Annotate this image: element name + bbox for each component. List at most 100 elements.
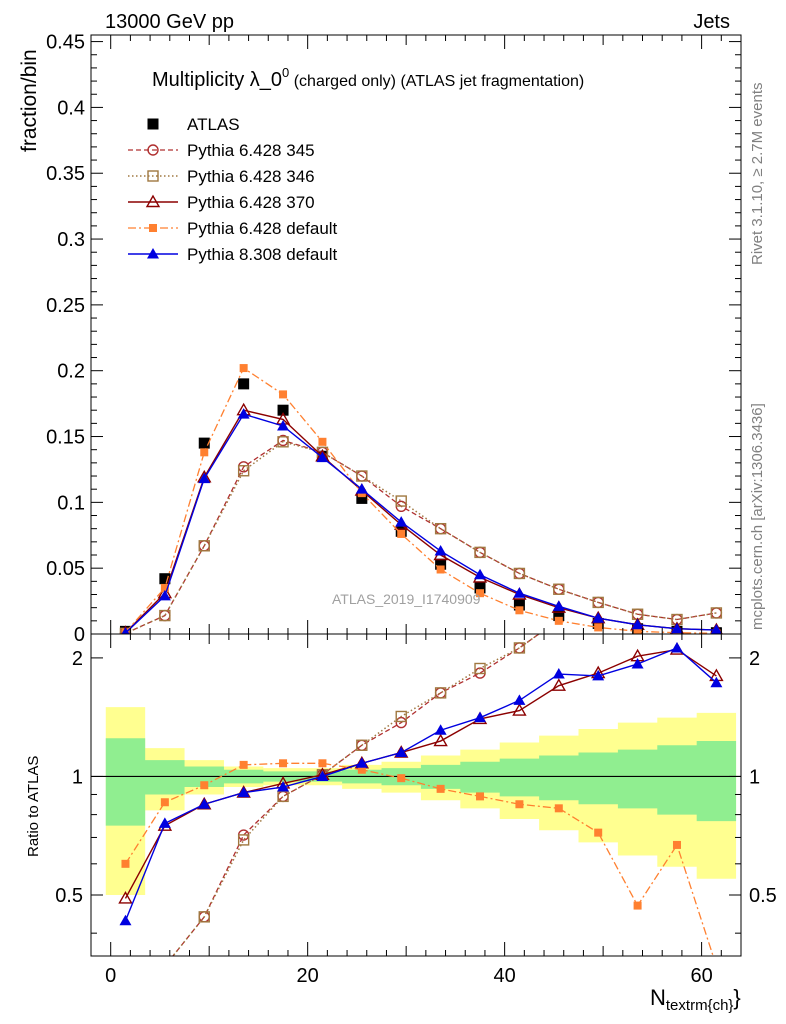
ratio-point-py6def: [397, 774, 406, 783]
ratio-point-py6def: [318, 759, 327, 768]
main-point-py346: [434, 522, 447, 535]
legend-label-atlas: ATLAS: [187, 115, 240, 134]
ratio-panel-series: [118, 634, 724, 971]
ratio-point-py8def: [355, 757, 368, 768]
legend-label-py370: Pythia 6.428 370: [187, 193, 315, 212]
ratio-point-py8def: [277, 781, 290, 792]
ratio-point-py6def: [200, 781, 209, 790]
ratio-point-py6def: [160, 798, 169, 807]
main-point-py8def: [474, 568, 487, 580]
ratio-point-py8def: [552, 668, 565, 679]
main-point-atlas: [356, 492, 368, 504]
legend-marker-py346: [147, 170, 159, 182]
main-ytick-label: 0.45: [46, 32, 85, 54]
main-ytick-label: 0.25: [46, 295, 85, 317]
ratio-point-py6def: [436, 784, 445, 793]
ratio-frame: [90, 633, 742, 957]
title-main: Multiplicity λ_0: [152, 69, 282, 91]
main-point-py8def: [395, 516, 408, 527]
main-point-py6def: [554, 616, 563, 625]
ratio-panel-axes: 0.5 0.51 12 20 20 40 60: [55, 633, 777, 987]
main-title: Multiplicity λ_00 (charged only) (ATLAS …: [152, 65, 584, 91]
ratio-point-py346: [198, 911, 210, 923]
ratio-ylabel: Ratio to ATLAS: [25, 756, 42, 857]
main-point-py8def: [158, 589, 171, 601]
main-point-py8def: [670, 622, 683, 634]
main-point-py8def: [513, 587, 526, 598]
x-tick-label: 40: [494, 965, 516, 987]
ratio-point-py8def: [198, 798, 211, 809]
main-point-py346: [159, 609, 171, 622]
main-ytick-label: 0.35: [46, 163, 85, 185]
main-ylabel: fraction/bin: [18, 49, 41, 152]
main-ytick-label: 0.4: [57, 97, 85, 119]
ratio-panel-bands: [91, 707, 741, 895]
legend-marker-py345: [147, 144, 159, 156]
main-point-py8def: [277, 419, 290, 431]
ratio-point-py6def: [357, 765, 366, 774]
ratio-point-py6def: [672, 840, 681, 849]
main-line-py345: [125, 439, 717, 634]
x-axis-label-sub: textrm{ch}: [666, 997, 734, 1014]
main-point-py346: [356, 470, 368, 482]
x-axis-label-main: N: [650, 985, 666, 1010]
main-point-atlas: [474, 582, 486, 594]
ratio-point-py346: [395, 710, 407, 723]
main-point-py8def: [237, 408, 250, 419]
title-rest: (charged only) (ATLAS jet fragmentation): [289, 73, 584, 90]
legend-label-py345: Pythia 6.428 345: [187, 141, 315, 160]
main-ytick-label: 0: [74, 624, 85, 646]
main-panel-series: [119, 364, 723, 634]
ratio-point-py8def: [670, 641, 683, 653]
legend-marker-py370: [145, 194, 161, 208]
main-point-py346: [592, 596, 604, 609]
ratio-point-py370: [512, 703, 527, 716]
main-point-py6def: [239, 364, 248, 373]
legend: ATLAS Pythia 6.428 345 Pythia 6.428 346 Pyt…: [128, 115, 338, 264]
main-point-py8def: [592, 612, 605, 623]
main-point-py6def: [633, 627, 642, 634]
ratio-point-py345: [395, 716, 407, 729]
ratio-band-inner: [105, 738, 737, 826]
ratio-point-py6def: [554, 804, 563, 813]
ratio-point-py345: [513, 642, 526, 654]
ratio-point-py8def: [119, 914, 132, 926]
main-point-py6def: [594, 623, 603, 632]
main-point-py8def: [434, 545, 447, 556]
main-point-py8def: [121, 626, 130, 634]
main-point-py6def: [160, 583, 169, 592]
main-point-py346: [237, 465, 250, 477]
x-tick-label: 20: [297, 965, 319, 987]
main-point-py6def: [318, 437, 327, 446]
ratio-point-py8def: [474, 711, 487, 723]
ratio-point-py345: [160, 961, 170, 971]
main-point-py346: [395, 495, 407, 507]
main-point-py6def: [279, 390, 288, 399]
main-point-py6def: [200, 448, 209, 457]
legend-label-py346: Pythia 6.428 346: [187, 167, 315, 186]
main-point-atlas: [238, 378, 250, 390]
ratio-point-py346: [160, 961, 170, 971]
ratio-ytick-label-right: 1: [749, 766, 760, 788]
ratio-point-py370: [551, 678, 567, 691]
ratio-point-py8def: [592, 669, 605, 681]
main-panel-axes: 0 0.05 0.1 0.15 0.2 0.25 0.3 0.35 0.4 0.45: [46, 32, 742, 646]
main-ytick-label: 0.15: [46, 427, 85, 449]
main-point-py346: [198, 540, 210, 552]
ratio-point-py346: [237, 834, 250, 846]
main-point-py8def: [552, 600, 565, 611]
ratio-ytick-label: 2: [72, 648, 83, 670]
x-axis-label: Ntextrm{ch}}: [650, 985, 741, 1014]
ratio-point-py346: [474, 662, 486, 675]
main-point-py345: [553, 583, 565, 595]
ratio-point-py8def: [434, 724, 447, 735]
ratio-point-py6def: [121, 859, 130, 868]
main-point-py346: [513, 567, 526, 580]
ratio-point-py8def: [631, 657, 644, 669]
ratio-point-py6def: [594, 828, 603, 837]
main-point-py6def: [436, 565, 445, 574]
main-line-py8def: [124, 413, 717, 634]
ratio-line-py6def: [124, 762, 714, 956]
ratio-point-py8def: [158, 817, 171, 828]
